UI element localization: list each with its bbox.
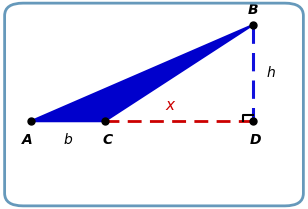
Text: A: A [22,133,33,147]
Text: C: C [103,133,113,147]
Text: b: b [63,133,72,147]
Polygon shape [31,25,253,121]
Text: x: x [165,98,174,113]
Text: h: h [267,66,275,80]
Text: B: B [247,3,258,17]
Text: D: D [250,133,261,147]
